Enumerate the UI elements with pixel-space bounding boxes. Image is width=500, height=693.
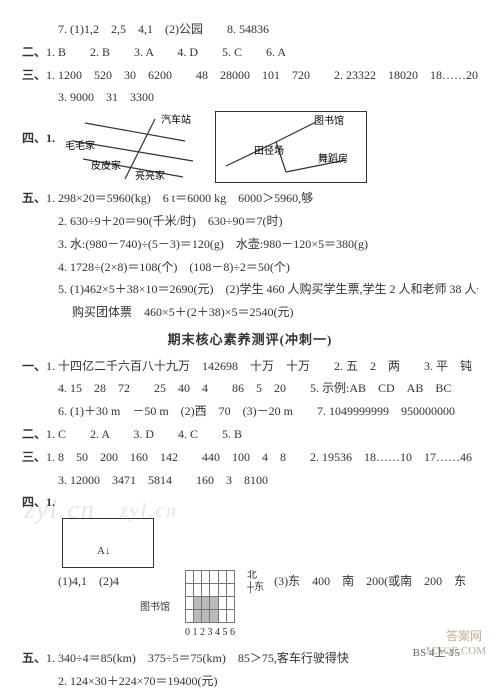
b3-l1: 三、1. 8 50 200 160 142 440 100 4 8 2. 195… [22,446,478,469]
section-5-l5b: 购买团体票 460×5＋(2＋38)×5＝2540(元) [22,301,478,324]
section-5-l3: 3. 水:(980－740)÷(5－3)＝120(g) 水壶:980－120×5… [22,233,478,256]
rect-diagram: A↓ [62,518,154,568]
rect-a-label: A↓ [97,541,110,562]
line-7-8: 7. (1)1,2 2,5 4,1 (2)公园 8. 54836 [22,18,478,41]
sec2-label: 二、 [22,45,46,59]
b1-l1t: 1. 十四亿二千六百八十九万 142698 十万 十万 2. 五 2 两 3. … [46,359,472,373]
section-5-l1: 五、1. 298×20＝5960(kg) 6 t＝6000 kg 6000＞59… [22,187,478,210]
diag-a-t2: 毛毛家 [65,139,95,152]
b1-l2: 4. 15 28 72 25 40 4 86 5 20 5. 示例:AB CD … [22,377,478,400]
diagram-a: 汽车站 毛毛家 皮皮家 亮亮家 [65,111,205,181]
diag-b-t3: 舞蹈房 [318,152,348,165]
sec3-label: 三、 [22,68,46,82]
b1-l3: 6. (1)＋30 m －50 m (2)西 70 (3)－20 m 7. 10… [22,400,478,423]
diag-a-t1: 汽车站 [161,113,191,126]
b2-items: 1. C 2. A 3. D 4. C 5. B [46,427,242,441]
grid-table [185,570,235,623]
sec3-l1: 1. 1200 520 30 6200 48 28000 101 720 2. … [46,68,478,82]
diag-a-t3: 皮皮家 [91,159,121,172]
sec5-l1: 1. 298×20＝5960(kg) 6 t＝6000 kg 6000＞5960… [46,191,313,205]
compass-n: 北 [247,570,257,581]
diag-b-t1: 图书馆 [314,114,344,127]
b5-l1t: 1. 340÷4＝85(km) 375÷5＝75(km) 85＞75,客车行驶得… [46,651,349,665]
b5-l1: 五、1. 340÷4＝85(km) 375÷5＝75(km) 85＞75,客车行… [22,647,478,670]
compass: 北 ┼东 [247,570,264,594]
b5-l2: 2. 124×30＋224×70＝19400(元) [22,670,478,693]
diag-b-t2: 田径场 [254,144,284,157]
b2-label: 二、 [22,427,46,441]
section-2: 二、1. B 2. B 3. A 4. D 5. C 6. A [22,41,478,64]
b3-l1t: 1. 8 50 200 160 142 440 100 4 8 2. 19536… [46,450,472,464]
b4-label-line: 四、1. [22,491,478,514]
section-3-l1: 三、1. 1200 520 30 6200 48 28000 101 720 2… [22,64,478,87]
section-4-diagrams: 四、1. 汽车站 毛毛家 皮皮家 亮亮家 图书馆 田径场 舞蹈房 [22,111,478,183]
b2: 二、1. C 2. A 3. D 4. C 5. B [22,423,478,446]
b5-label: 五、 [22,651,46,665]
grid-label: 图书馆 [140,598,180,617]
b4-l2b: (3)东 400 南 200(或南 200 东 400) [274,570,478,593]
section-5-l4: 4. 1728÷(2×8)＝108(个) (108－8)÷2＝50(个) [22,256,478,279]
b1-l1: 一、1. 十四亿二千六百八十九万 142698 十万 十万 2. 五 2 两 3… [22,355,478,378]
b1-label: 一、 [22,359,46,373]
brand-url: MXQE.COM [426,641,486,662]
grid-x-axis: 0 1 2 3 4 5 6 [185,623,235,642]
diagram-b: 图书馆 田径场 舞蹈房 [215,111,367,183]
diag-a-t4: 亮亮家 [135,169,165,181]
midterm-title: 期末核心素养测评(冲刺一) [22,328,478,353]
sec5-label: 五、 [22,191,46,205]
section-3-l2: 3. 9000 31 3300 [22,86,478,109]
section-5-l5a: 5. (1)462×5＋38×10＝2690(元) (2)学生 460 人购买学… [22,278,478,301]
grid-diagram: 0 1 2 3 4 5 6 [185,570,235,642]
b3-label: 三、 [22,450,46,464]
sec4-label: 四、1. [22,127,55,150]
b4-l2-left: (1)4,1 (2)4 [58,570,119,593]
sec2-items: 1. B 2. B 3. A 4. D 5. C 6. A [46,45,286,59]
b3-l2: 3. 12000 3471 5814 160 3 8100 [22,469,478,492]
b4-l2: (1)4,1 (2)4 0 1 2 3 4 5 6 北 ┼东 (3)东 400 … [22,570,478,642]
b4-label: 四、1. [22,495,55,509]
section-5-l2: 2. 630÷9＋20＝90(千米/时) 630÷90＝7(时) [22,210,478,233]
compass-e: 东 [254,582,264,593]
